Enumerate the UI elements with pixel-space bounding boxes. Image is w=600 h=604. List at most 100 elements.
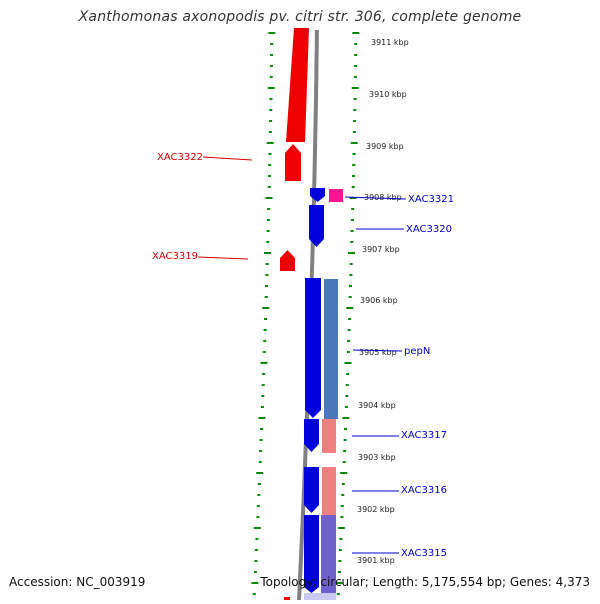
- gene-label: XAC3315: [401, 548, 447, 559]
- inner-tick-mark: [336, 593, 340, 595]
- ruler-label: 3908 kbp: [364, 193, 402, 202]
- inner-tick-mark: [342, 417, 350, 419]
- inner-tick-mark: [349, 197, 357, 199]
- genome-title: Xanthomonas axonopodis pv. citri str. 30…: [78, 9, 522, 25]
- outer-tick-mark: [262, 373, 266, 375]
- outer-tick-mark: [256, 472, 264, 474]
- gene-label: XAC3321: [408, 194, 454, 205]
- gene-label: XAC3320: [406, 224, 452, 235]
- gene-fragment: [284, 597, 290, 600]
- inner-tick-mark: [350, 230, 354, 232]
- outer-tick-mark: [261, 384, 265, 386]
- gene-feature-block: [286, 28, 309, 142]
- inner-tick-mark: [349, 285, 352, 287]
- outer-tick-mark: [254, 560, 258, 562]
- inner-tick-mark: [353, 98, 357, 100]
- outer-tick-mark: [270, 54, 274, 56]
- gene-label: XAC3316: [401, 485, 447, 496]
- gene-label: XAC3319: [152, 251, 198, 262]
- inner-tick-mark: [338, 549, 342, 551]
- inner-tick-mark: [344, 406, 348, 408]
- inner-tick-mark: [351, 87, 359, 89]
- ruler-label: 3902 kbp: [357, 505, 395, 514]
- inner-tick-mark: [347, 329, 351, 331]
- outer-tick-mark: [263, 329, 267, 331]
- inner-tick-mark: [345, 395, 349, 397]
- outer-tick-mark: [253, 571, 257, 573]
- ruler-label: 3906 kbp: [360, 296, 398, 305]
- inner-tick-mark: [352, 153, 356, 155]
- outer-tick-mark: [255, 538, 259, 540]
- inner-tick-mark: [340, 505, 344, 507]
- outer-tick-mark: [262, 307, 270, 309]
- gene-arrow-xac3319: [280, 250, 295, 271]
- outer-tick-mark: [260, 428, 263, 430]
- gc-skew-segment: [322, 467, 336, 515]
- inner-tick-mark: [351, 208, 355, 210]
- outer-tick-mark: [270, 43, 274, 45]
- outer-tick-mark: [263, 340, 267, 342]
- outer-tick-mark: [269, 109, 273, 111]
- inner-tick-mark: [349, 274, 353, 276]
- outer-tick-mark: [262, 351, 266, 353]
- topology-summary: Topology: circular; Length: 5,175,554 bp…: [260, 575, 590, 589]
- gc-skew-segment: [322, 419, 336, 453]
- outer-tick-mark: [256, 516, 260, 518]
- gene-label: XAC3317: [401, 430, 447, 441]
- inner-tick-mark: [353, 120, 357, 122]
- outer-tick-mark: [265, 274, 269, 276]
- inner-tick-mark: [352, 131, 356, 133]
- gene-leader-line: [202, 156, 253, 161]
- outer-tick-mark: [268, 153, 272, 155]
- outer-tick-mark: [259, 439, 263, 441]
- gc-skew-segment: [304, 593, 336, 600]
- inner-tick-mark: [352, 32, 360, 34]
- outer-tick-mark: [264, 252, 271, 254]
- inner-tick-mark: [345, 384, 349, 386]
- inner-tick-mark: [354, 54, 358, 56]
- ruler-label: 3903 kbp: [358, 453, 396, 462]
- outer-tick-mark: [266, 219, 270, 221]
- outer-tick-mark: [270, 65, 273, 67]
- outer-tick-mark: [251, 582, 259, 584]
- inner-tick-mark: [347, 340, 351, 342]
- ruler-label: 3911 kbp: [371, 38, 409, 47]
- outer-tick-mark: [266, 230, 270, 232]
- outer-tick-mark: [266, 241, 270, 243]
- outer-tick-mark: [260, 362, 268, 364]
- inner-tick-mark: [346, 373, 350, 375]
- inner-tick-mark: [350, 142, 358, 144]
- inner-tick-mark: [348, 318, 351, 320]
- gene-leader-line: [352, 349, 403, 352]
- inner-tick-mark: [335, 582, 343, 584]
- ruler-label: 3910 kbp: [369, 90, 407, 99]
- inner-tick-mark: [340, 516, 344, 518]
- inner-tick-mark: [350, 219, 354, 221]
- outer-tick-mark: [253, 527, 261, 529]
- gene-leader-line: [344, 196, 407, 200]
- gene-leader-line: [197, 256, 249, 260]
- outer-tick-mark: [259, 450, 263, 452]
- gene-arrow-xac3320: [309, 205, 324, 247]
- gene-arrow-xac3317: [304, 419, 319, 452]
- gc-skew-segment: [324, 279, 338, 419]
- inner-tick-mark: [343, 450, 347, 452]
- outer-tick-mark: [267, 208, 271, 210]
- ruler-label: 3901 kbp: [357, 556, 395, 565]
- inner-tick-mark: [354, 43, 358, 45]
- inner-tick-mark: [346, 307, 354, 309]
- inner-tick-mark: [354, 65, 357, 67]
- inner-tick-mark: [341, 494, 345, 496]
- highlight-feature: [329, 189, 343, 202]
- inner-tick-mark: [353, 109, 357, 111]
- outer-tick-mark: [268, 131, 272, 133]
- gene-arrow-pepn: [305, 278, 321, 418]
- gene-arrow-xac3316: [304, 467, 319, 513]
- inner-tick-mark: [338, 560, 342, 562]
- outer-tick-mark: [268, 32, 276, 34]
- outer-tick-mark: [267, 186, 271, 188]
- inner-tick-mark: [349, 263, 353, 265]
- inner-tick-mark: [351, 186, 355, 188]
